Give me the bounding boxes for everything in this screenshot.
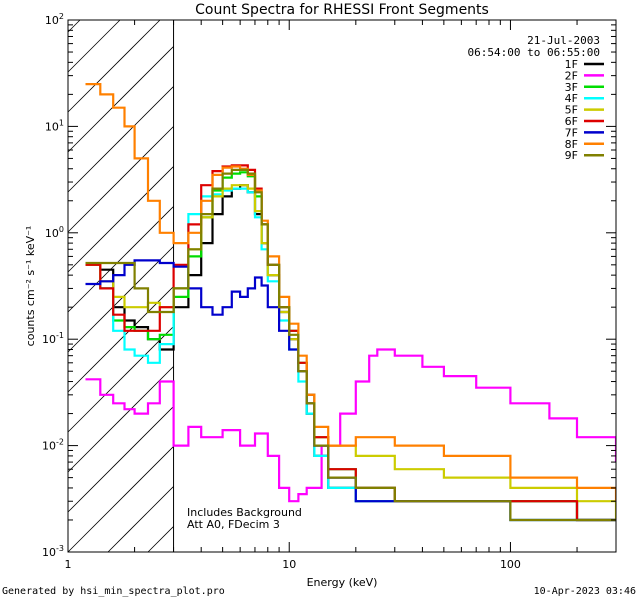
series-line-9F [85, 168, 616, 522]
footer-date: 10-Apr-2023 03:46 [534, 586, 636, 597]
legend-label-4F: 4F [565, 92, 578, 105]
x-tick-label: 1 [65, 558, 72, 571]
legend-label-7F: 7F [565, 126, 578, 139]
annotation-attenuator: Att A0, FDecim 3 [187, 518, 280, 531]
plot-frame [67, 19, 617, 553]
y-tick-label: 10-3 [42, 544, 64, 559]
hatch-line [67, 246, 174, 353]
series-line-3F [85, 171, 616, 522]
axes: 1 10 100 102 101 100 10-1 10-2 10-3 [42, 12, 617, 571]
hatch-line [107, 486, 174, 553]
series-layer [85, 83, 616, 522]
legend-label-3F: 3F [565, 81, 578, 94]
legend-label-5F: 5F [565, 104, 578, 117]
hatch-line [67, 406, 174, 513]
hatch-line [67, 19, 121, 73]
chart-title: Count Spectra for RHESSI Front Segments [195, 2, 489, 18]
hatch-line [67, 446, 174, 553]
y-axis-label: counts cm⁻² s⁻¹ keV⁻¹ [24, 226, 37, 347]
hatch-line [67, 46, 174, 153]
y-tick-label: 100 [45, 225, 64, 240]
x-tick-label: 100 [500, 558, 521, 571]
hatch-line [67, 206, 174, 313]
time-range-label: 06:54:00 to 06:55:00 [468, 46, 600, 59]
hatch-line [147, 526, 174, 553]
hatch-line [67, 366, 174, 473]
series-line-2F [85, 348, 616, 503]
footer-generated: Generated by hsi_min_spectra_plot.pro [2, 586, 225, 597]
hatch-line [67, 326, 174, 433]
y-tick-label: 10-2 [42, 438, 64, 453]
y-tick-label: 101 [45, 118, 64, 133]
series-line-6F [85, 164, 616, 522]
legend-label-9F: 9F [565, 149, 578, 162]
hatch-line [67, 126, 174, 233]
legend-label-1F: 1F [565, 58, 578, 71]
series-line-8F [85, 83, 616, 502]
hatch-line [67, 286, 174, 393]
hatch-line [67, 19, 161, 113]
date-label: 21-Jul-2003 [527, 34, 600, 47]
hatch-line [67, 166, 174, 273]
annotation-background: Includes Background [187, 506, 302, 519]
series-line-5F [85, 184, 616, 520]
x-axis-label: Energy (keV) [307, 576, 378, 589]
legend-label-6F: 6F [565, 115, 578, 128]
y-tick-label: 10-1 [42, 331, 64, 346]
hatch-region [67, 19, 175, 553]
hatch-line [67, 86, 174, 193]
legend-label-2F: 2F [565, 69, 578, 82]
x-tick-label: 10 [282, 558, 296, 571]
y-tick-label: 102 [45, 12, 64, 27]
series-line-7F [85, 259, 616, 522]
legend-label-8F: 8F [565, 138, 578, 151]
